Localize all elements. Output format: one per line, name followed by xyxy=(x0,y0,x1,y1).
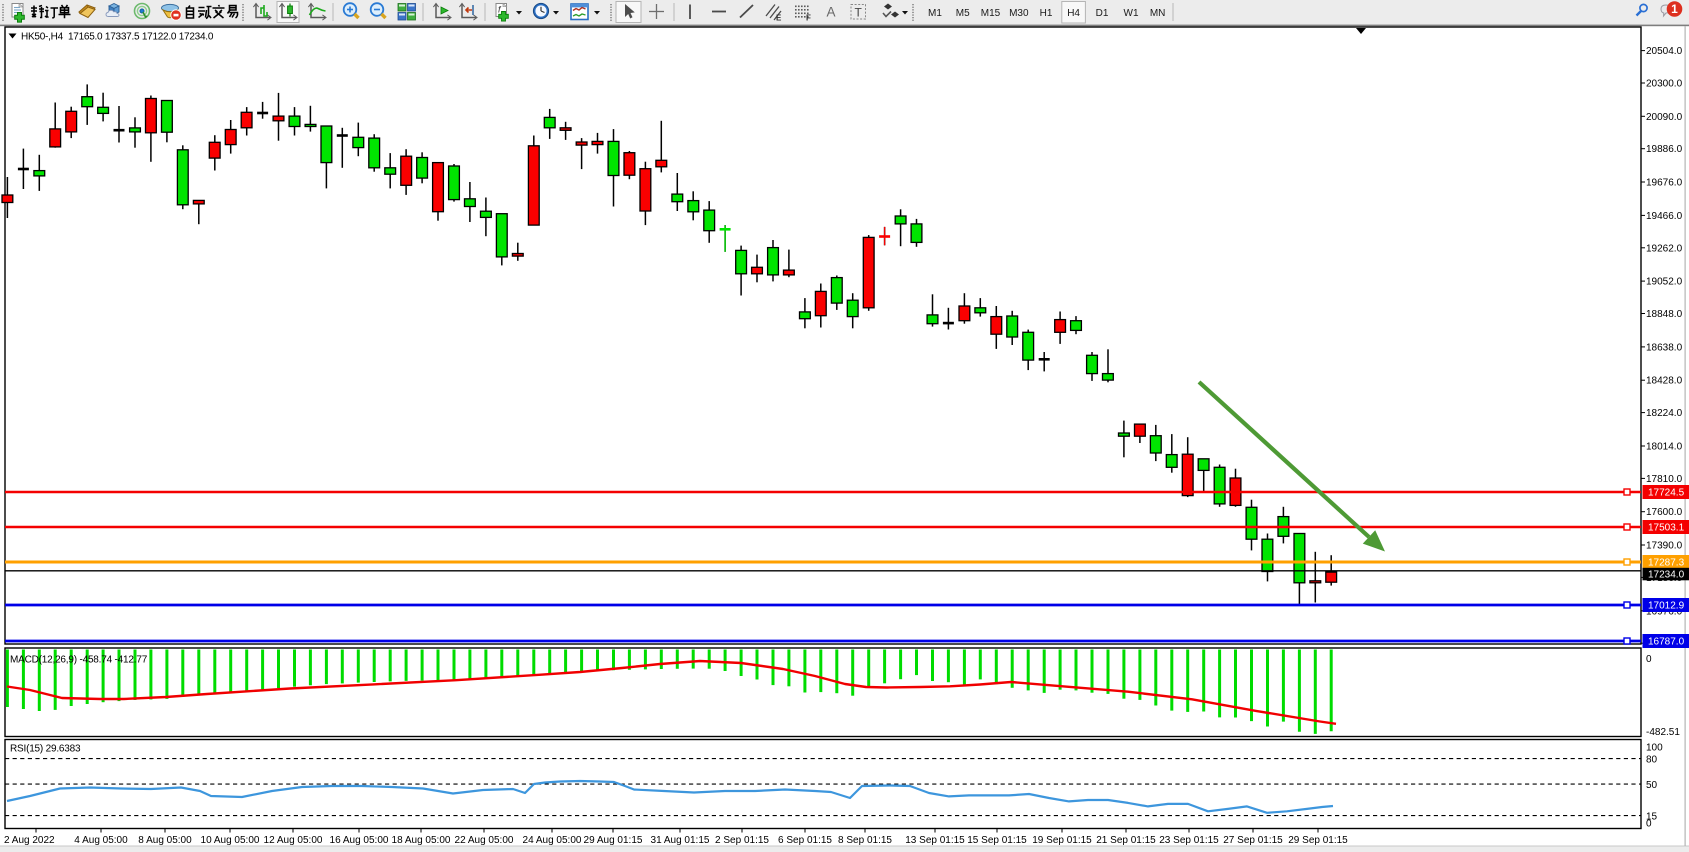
svg-text:18428.0: 18428.0 xyxy=(1646,376,1683,387)
svg-text:80: 80 xyxy=(1646,754,1658,765)
svg-text:0: 0 xyxy=(1646,819,1652,830)
svg-text:13 Sep 01:15: 13 Sep 01:15 xyxy=(905,835,965,846)
svg-text:23 Sep 01:15: 23 Sep 01:15 xyxy=(1159,835,1219,846)
svg-text:29 Aug 01:15: 29 Aug 01:15 xyxy=(584,835,643,846)
svg-text:-482.51: -482.51 xyxy=(1646,727,1680,738)
svg-text:20504.0: 20504.0 xyxy=(1646,46,1683,57)
svg-text:M1: M1 xyxy=(928,8,942,19)
svg-text:16787.0: 16787.0 xyxy=(1648,637,1685,648)
svg-text:24 Aug 05:00: 24 Aug 05:00 xyxy=(523,835,582,846)
svg-text:19262.0: 19262.0 xyxy=(1646,243,1683,254)
svg-text:18638.0: 18638.0 xyxy=(1646,342,1683,353)
svg-text:W1: W1 xyxy=(1124,8,1139,19)
svg-text:15 Sep 01:15: 15 Sep 01:15 xyxy=(967,835,1027,846)
svg-text:19 Sep 01:15: 19 Sep 01:15 xyxy=(1032,835,1092,846)
svg-text:17503.1: 17503.1 xyxy=(1648,523,1685,534)
svg-text:H1: H1 xyxy=(1040,8,1053,19)
svg-text:17234.0: 17234.0 xyxy=(1648,570,1685,581)
svg-text:19466.0: 19466.0 xyxy=(1646,211,1683,222)
svg-text:M5: M5 xyxy=(956,8,970,19)
svg-text:19886.0: 19886.0 xyxy=(1646,144,1683,155)
svg-text:MN: MN xyxy=(1150,8,1166,19)
svg-text:F: F xyxy=(806,14,811,23)
svg-text:20300.0: 20300.0 xyxy=(1646,79,1683,90)
svg-text:50: 50 xyxy=(1646,780,1658,791)
svg-text:16 Aug 05:00: 16 Aug 05:00 xyxy=(330,835,389,846)
svg-text:19052.0: 19052.0 xyxy=(1646,277,1683,288)
svg-text:18 Aug 05:00: 18 Aug 05:00 xyxy=(392,835,451,846)
svg-text:4 Aug 05:00: 4 Aug 05:00 xyxy=(74,835,128,846)
svg-text:E: E xyxy=(776,14,782,23)
svg-text:20090.0: 20090.0 xyxy=(1646,112,1683,123)
svg-text:31 Aug 01:15: 31 Aug 01:15 xyxy=(651,835,710,846)
svg-text:27 Sep 01:15: 27 Sep 01:15 xyxy=(1223,835,1283,846)
svg-text:0: 0 xyxy=(1646,654,1652,665)
svg-text:RSI(15) 29.6383: RSI(15) 29.6383 xyxy=(10,744,81,755)
svg-text:f: f xyxy=(498,5,502,15)
svg-text:21 Sep 01:15: 21 Sep 01:15 xyxy=(1096,835,1156,846)
svg-text:6 Sep 01:15: 6 Sep 01:15 xyxy=(778,835,832,846)
svg-text:19676.0: 19676.0 xyxy=(1646,178,1683,189)
svg-text:17287.3: 17287.3 xyxy=(1648,558,1685,569)
svg-text:M30: M30 xyxy=(1009,8,1029,19)
svg-text:17600.0: 17600.0 xyxy=(1646,507,1683,518)
svg-text:10 Aug 05:00: 10 Aug 05:00 xyxy=(201,835,260,846)
svg-text:22 Aug 05:00: 22 Aug 05:00 xyxy=(455,835,514,846)
svg-text:A: A xyxy=(827,5,836,20)
svg-text:1: 1 xyxy=(1671,2,1678,16)
svg-text:M15: M15 xyxy=(981,8,1001,19)
svg-text:MACD(12,26,9) -458.74 -412.77: MACD(12,26,9) -458.74 -412.77 xyxy=(10,655,148,666)
svg-text:D1: D1 xyxy=(1096,8,1109,19)
svg-text:T: T xyxy=(855,6,863,20)
svg-text:HK50-,H4 17165.0 17337.5 1712: HK50-,H4 17165.0 17337.5 17122.0 17234.0 xyxy=(21,32,214,43)
svg-text:17012.9: 17012.9 xyxy=(1648,601,1685,612)
svg-text:17810.0: 17810.0 xyxy=(1646,474,1683,485)
svg-text:8 Aug 05:00: 8 Aug 05:00 xyxy=(138,835,192,846)
svg-text:17390.0: 17390.0 xyxy=(1646,541,1683,552)
svg-text:2 Aug 2022: 2 Aug 2022 xyxy=(4,835,55,846)
svg-text:18848.0: 18848.0 xyxy=(1646,309,1683,320)
svg-text:15: 15 xyxy=(1646,811,1658,822)
svg-text:18224.0: 18224.0 xyxy=(1646,408,1683,419)
svg-text:2 Sep 01:15: 2 Sep 01:15 xyxy=(715,835,769,846)
svg-text:12 Aug 05:00: 12 Aug 05:00 xyxy=(264,835,323,846)
svg-text:H4: H4 xyxy=(1067,8,1080,19)
svg-text:100: 100 xyxy=(1646,743,1663,754)
svg-text:8 Sep 01:15: 8 Sep 01:15 xyxy=(838,835,892,846)
svg-text:17724.5: 17724.5 xyxy=(1648,488,1685,499)
svg-text:29 Sep 01:15: 29 Sep 01:15 xyxy=(1288,835,1348,846)
svg-text:18014.0: 18014.0 xyxy=(1646,442,1683,453)
